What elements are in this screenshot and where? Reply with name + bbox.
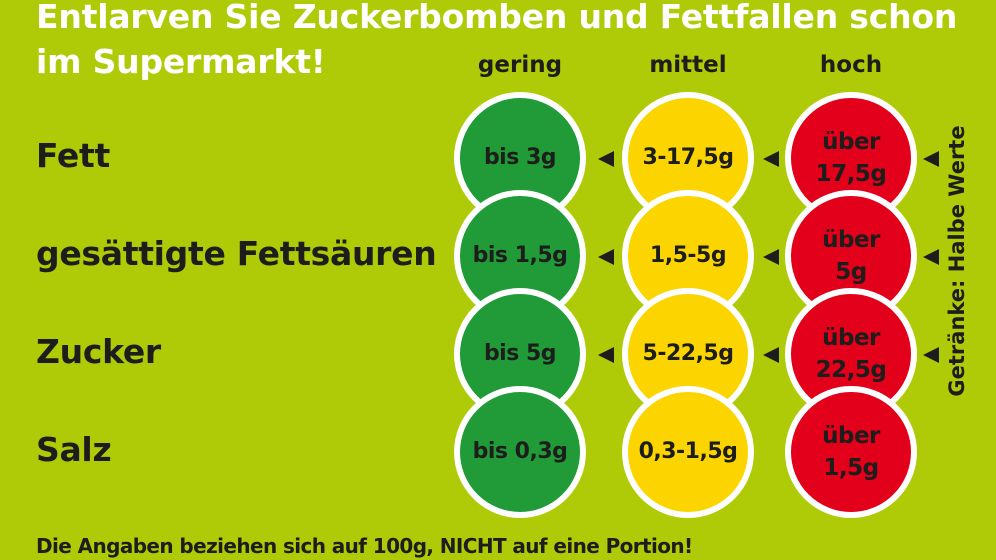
fettsaeuren-hoch-line1: über: [822, 227, 880, 253]
column-header-gering: gering: [477, 52, 563, 78]
fettsaeuren-mittel-value: 1,5-5g: [649, 243, 727, 268]
row-label-gesaettigte-fettsaeuren: gesättigte Fettsäuren: [36, 234, 437, 273]
arrow-left-icon: [598, 151, 614, 167]
fett-hoch-line2: 17,5g: [815, 161, 887, 187]
arrow-left-icon: [923, 151, 939, 167]
salz-hoch-line2: 1,5g: [823, 455, 879, 481]
fettsaeuren-gering-value: bis 1,5g: [472, 243, 568, 268]
arrow-left-icon: [763, 249, 779, 265]
title-line-2: im Supermarkt!: [36, 42, 326, 81]
salz-gering-circle: bis 0,3g: [454, 386, 586, 518]
arrow-left-icon: [763, 347, 779, 363]
row-label-fett: Fett: [36, 136, 110, 175]
zucker-hoch-line2: 22,5g: [815, 357, 887, 383]
salz-hoch-line1: über: [822, 423, 880, 449]
arrow-left-icon: [598, 249, 614, 265]
footer-note: Die Angaben beziehen sich auf 100g, NICH…: [36, 534, 693, 558]
salz-gering-value: bis 0,3g: [472, 439, 568, 464]
arrow-left-icon: [598, 347, 614, 363]
fettsaeuren-hoch-line2: 5g: [835, 259, 867, 285]
side-note-getraenke: Getränke: Halbe Werte: [945, 125, 969, 397]
salz-hoch-circle: über 1,5g: [785, 386, 917, 518]
row-label-zucker: Zucker: [36, 332, 161, 371]
zucker-hoch-line1: über: [822, 325, 880, 351]
column-header-hoch: hoch: [819, 52, 883, 78]
fett-mittel-value: 3-17,5g: [642, 145, 734, 170]
page-title: Entlarven Sie Zuckerbomben und Fettfalle…: [36, 0, 957, 84]
arrow-left-icon: [763, 151, 779, 167]
arrow-left-icon: [923, 347, 939, 363]
fett-hoch-line1: über: [822, 129, 880, 155]
title-line-1: Entlarven Sie Zuckerbomben und Fettfalle…: [36, 0, 958, 36]
salz-mittel-circle: 0,3-1,5g: [622, 386, 754, 518]
row-label-salz: Salz: [36, 430, 112, 469]
salz-mittel-value: 0,3-1,5g: [638, 439, 738, 464]
zucker-gering-value: bis 5g: [483, 341, 557, 366]
fett-gering-value: bis 3g: [483, 145, 557, 170]
arrow-left-icon: [923, 249, 939, 265]
fett-mittel-circle: 3-17,5g: [622, 92, 754, 224]
zucker-mittel-value: 5-22,5g: [642, 341, 734, 366]
column-header-mittel: mittel: [649, 52, 727, 78]
